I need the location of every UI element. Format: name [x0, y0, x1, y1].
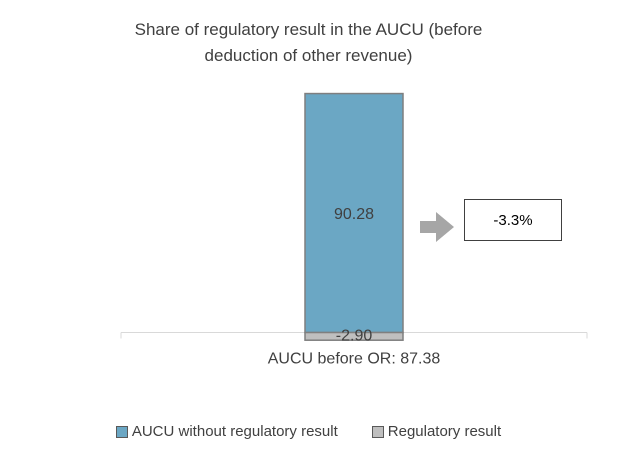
chart-title-line-1: Share of regulatory result in the AUCU (…: [134, 20, 483, 39]
chart-title-line-2: deduction of other revenue): [204, 46, 413, 65]
chart-canvas: 90.28 -2.90 AUCU before OR: 87.38: [120, 92, 588, 368]
legend-swatch-regulatory: [371, 425, 384, 438]
data-label-aucu: 90.28: [334, 206, 374, 223]
data-label-regulatory: -2.90: [336, 328, 373, 345]
bar-aucu-without-regulatory-result: [304, 92, 404, 334]
legend-label-aucu: AUCU without regulatory result: [131, 423, 338, 440]
legend-swatch-aucu: [115, 425, 128, 438]
arrow-icon: [420, 212, 454, 242]
percentage-callout: -3.3%: [464, 199, 562, 241]
legend-item-regulatory: Regulatory result: [371, 423, 502, 440]
legend-label-regulatory: Regulatory result: [387, 423, 502, 440]
category-label: AUCU before OR: 87.38: [268, 351, 441, 368]
legend: AUCU without regulatory result Regulator…: [0, 423, 617, 440]
legend-item-aucu: AUCU without regulatory result: [115, 423, 338, 440]
bar-regulatory-result: [304, 331, 404, 341]
